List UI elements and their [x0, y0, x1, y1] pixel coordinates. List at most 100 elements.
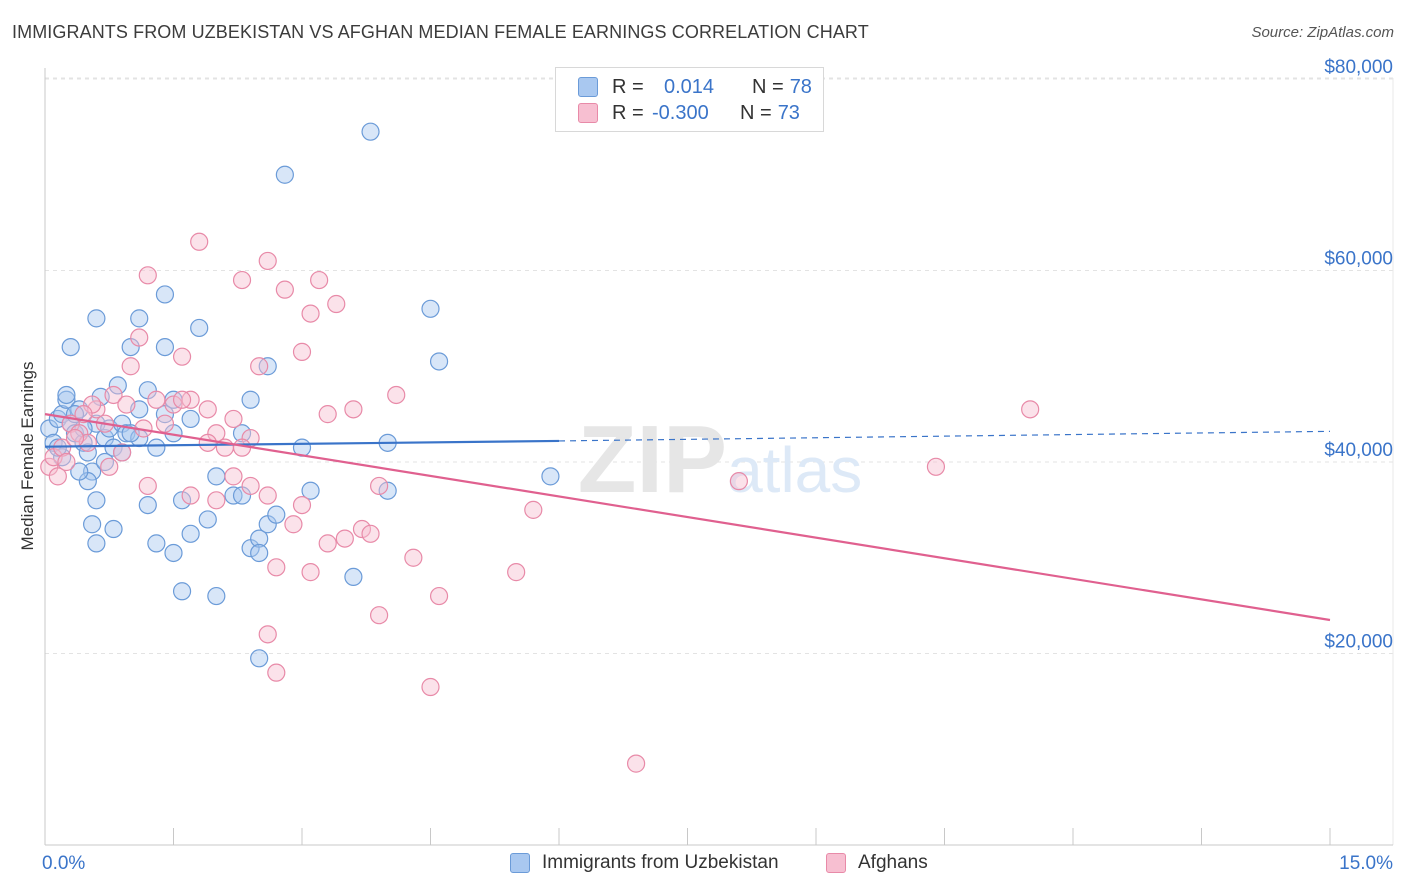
uzbekistan-point — [172, 491, 192, 510]
uzbekistan-point — [541, 467, 560, 486]
y-tick-label: $40,000 — [1324, 440, 1393, 461]
afghan-point — [224, 467, 243, 486]
pink-swatch-icon — [578, 103, 598, 123]
afghan-point — [267, 663, 286, 682]
uzbekistan-point — [87, 491, 106, 510]
uzbekistan-point — [87, 534, 106, 553]
afghan-point — [250, 357, 269, 376]
afghan-point — [224, 409, 243, 429]
afghan-point — [258, 486, 277, 505]
blue-swatch-icon — [578, 77, 598, 97]
afghan-point — [318, 534, 337, 553]
afghan-point — [729, 472, 749, 491]
afghan-point — [258, 251, 277, 271]
uzbekistan-point — [57, 385, 76, 405]
uzbekistan-point — [198, 510, 217, 529]
afghan-point — [164, 395, 183, 414]
afghan-point — [352, 519, 372, 539]
y-axis-label: Median Female Earnings — [18, 362, 37, 551]
uzbekistan-point — [378, 481, 397, 500]
afghan-point — [198, 433, 217, 452]
uzbekistan-point — [429, 352, 449, 371]
afghan-point — [138, 476, 157, 496]
n-label: N = — [752, 75, 784, 98]
bottom-legend-uzbekistan: Immigrants from Uzbekistan — [510, 852, 779, 874]
afghan-point — [387, 385, 406, 405]
uzbekistan-point — [147, 534, 166, 553]
uzbekistan-point — [87, 309, 106, 328]
afghan-point — [524, 500, 543, 519]
uzbekistan-point — [70, 462, 89, 481]
afghan-point — [198, 400, 217, 419]
afghan-point — [292, 342, 312, 361]
uzbekistan-point — [250, 543, 269, 563]
uzbekistan-point — [207, 467, 226, 486]
r-label: R = — [612, 101, 644, 124]
uzbekistan-point — [155, 285, 175, 304]
uzbekistan-point — [301, 481, 320, 500]
uzbekistan-point — [207, 586, 226, 606]
stats-legend: R = 0.014 N = 78 R = -0.300 N = 73 — [555, 67, 824, 132]
afghan-point — [926, 457, 946, 476]
uzbekistan-point — [104, 438, 123, 457]
uzbekistan-point — [61, 338, 80, 357]
y-tick-label: $20,000 — [1324, 632, 1393, 653]
afghan-point — [181, 486, 200, 505]
x-tick-label: 15.0% — [1339, 853, 1393, 874]
afghan-point — [301, 563, 320, 582]
pink-swatch-icon — [826, 853, 846, 873]
afghan-point — [327, 294, 346, 314]
uzbekistan-point — [104, 519, 123, 539]
uzbekistan-point — [181, 524, 200, 543]
r-value: -0.300 — [652, 101, 709, 124]
uzbekistan-point — [250, 529, 269, 548]
afghan-point — [100, 457, 119, 476]
legend-row-afghans: R = -0.300 N = 73 — [578, 100, 800, 126]
afghan-point — [344, 400, 363, 419]
afghan-point — [301, 304, 320, 323]
chart-title: IMMIGRANTS FROM UZBEKISTAN VS AFGHAN MED… — [12, 22, 869, 42]
legend-label-uzbekistan: Immigrants from Uzbekistan — [542, 852, 779, 873]
uzbekistan-point — [181, 409, 200, 429]
afghan-point — [292, 495, 312, 515]
afghan-point — [130, 328, 149, 347]
afghan-point — [318, 405, 337, 424]
watermark: ZIPatlas — [578, 406, 863, 513]
afghan-point — [370, 606, 389, 625]
uzbekistan-point — [138, 495, 157, 515]
source-label: Source: ZipAtlas.com — [1251, 24, 1394, 41]
uzbekistan-point — [164, 543, 183, 563]
uzbekistan-point — [147, 438, 166, 457]
uzbekistan-point — [155, 338, 175, 357]
uzbekistan-point — [108, 376, 127, 395]
afghan-point — [1021, 400, 1040, 419]
legend-label-afghans: Afghans — [858, 852, 928, 873]
uzbekistan-point — [172, 582, 192, 601]
afghan-point — [147, 390, 166, 409]
afghan-point — [104, 385, 123, 405]
afghan-point — [507, 563, 526, 582]
afghan-point — [241, 476, 260, 496]
uzbekistan-point — [421, 299, 440, 318]
axes: $20,000 $40,000 $60,000 $80,000 0.0% 15.0% — [42, 57, 1393, 874]
afghan-point — [335, 529, 354, 548]
legend-row-uzbekistan: R = 0.014 N = 78 — [578, 74, 812, 100]
uzbekistan-point — [83, 515, 102, 534]
afghan-point — [65, 428, 85, 448]
afghan-point — [74, 405, 93, 424]
trend-lines — [44, 413, 1331, 622]
uzbekistan-point — [57, 390, 76, 409]
afghan-point — [232, 270, 252, 290]
afghan-point — [57, 452, 76, 472]
afghan-point — [155, 414, 175, 433]
uzbekistan-point — [83, 462, 102, 481]
afghan-point — [361, 524, 380, 543]
blue-swatch-icon — [510, 853, 530, 873]
afghan-point — [138, 266, 157, 285]
afghan-point — [275, 280, 294, 299]
afghan-point — [421, 677, 440, 697]
r-label: R = — [612, 75, 644, 98]
x-tick-label: 0.0% — [42, 853, 85, 874]
afghan-point — [112, 443, 132, 462]
